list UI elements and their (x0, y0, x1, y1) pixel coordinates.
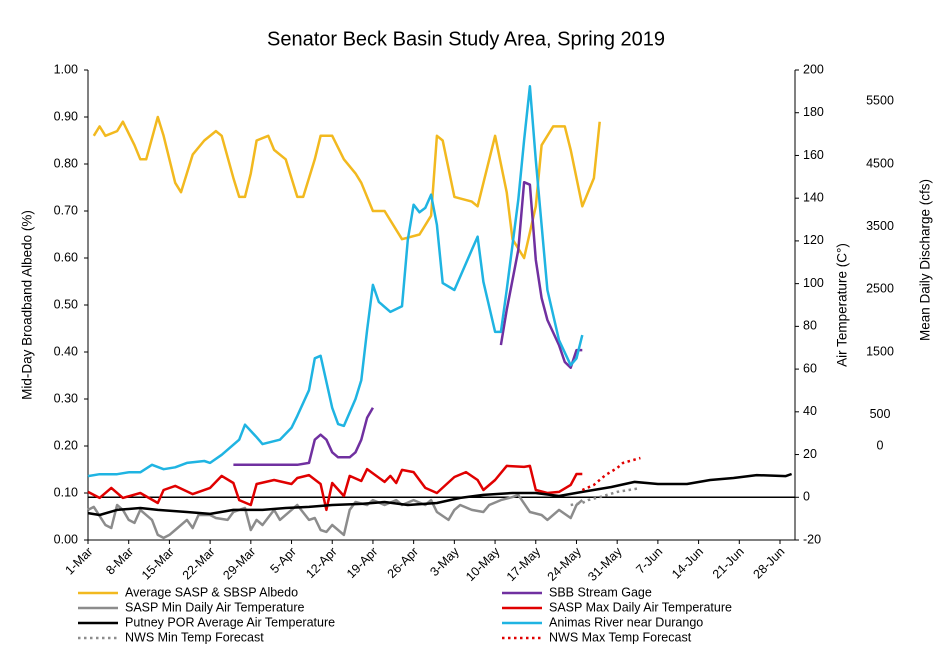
series-line (570, 486, 641, 507)
y2-tick-label: 160 (803, 148, 824, 162)
y-tick-label: 0.80 (54, 156, 78, 170)
y2-tick-label: 100 (803, 276, 824, 290)
y-tick-label: 0.10 (54, 485, 78, 499)
y3-tick-label: 500 (870, 407, 891, 421)
series-line (87, 493, 584, 540)
y-axis-title: Mid-Day Broadband Albedo (%) (20, 210, 35, 400)
legend-label: SASP Min Daily Air Temperature (125, 600, 305, 614)
y2-tick-label: -20 (803, 532, 821, 546)
y3-tick-label: 3500 (866, 219, 894, 233)
y-tick-label: 0.90 (54, 109, 78, 123)
series-line (87, 85, 584, 478)
legend-label: Animas River near Durango (549, 615, 703, 629)
y3-tick-label: 5500 (866, 94, 894, 108)
series-line (87, 464, 583, 512)
y2-tick-label: 0 (803, 490, 810, 504)
y2-tick-label: 60 (803, 361, 817, 375)
legend-label: SBB Stream Gage (549, 585, 652, 599)
y2-tick-label: 40 (803, 404, 817, 418)
y2-tick-label: 120 (803, 233, 824, 247)
legend-label: SASP Max Daily Air Temperature (549, 600, 732, 614)
legend-label: NWS Min Temp Forecast (125, 630, 264, 644)
y3-axis-title: Mean Daily Discharge (cfs) (918, 179, 933, 341)
y-tick-label: 0.00 (54, 532, 78, 546)
y2-tick-label: 140 (803, 190, 824, 204)
y-tick-label: 0.40 (54, 344, 78, 358)
y2-tick-label: 20 (803, 447, 817, 461)
y-tick-label: 0.30 (54, 391, 78, 405)
y-tick-label: 0.50 (54, 297, 78, 311)
series-line (233, 180, 583, 467)
legend-label: NWS Max Temp Forecast (549, 630, 692, 644)
legend-label: Average SASP & SBSP Albedo (125, 585, 298, 599)
y-tick-label: 0.70 (54, 203, 78, 217)
legend-label: Putney POR Average Air Temperature (125, 615, 335, 629)
y-tick-label: 0.20 (54, 438, 78, 452)
y2-tick-label: 200 (803, 62, 824, 76)
y-tick-label: 0.60 (54, 250, 78, 264)
y2-axis-title: Air Temperature (C°) (835, 243, 850, 367)
chart-title: Senator Beck Basin Study Area, Spring 20… (267, 28, 665, 50)
y3-tick-label: 0 (877, 438, 884, 452)
series-line (87, 472, 793, 517)
y3-tick-label: 1500 (866, 344, 894, 358)
y-tick-label: 1.00 (54, 62, 78, 76)
y3-tick-label: 4500 (866, 156, 894, 170)
y2-tick-label: 80 (803, 319, 817, 333)
y3-tick-label: 2500 (866, 282, 894, 296)
y2-tick-label: 180 (803, 105, 824, 119)
